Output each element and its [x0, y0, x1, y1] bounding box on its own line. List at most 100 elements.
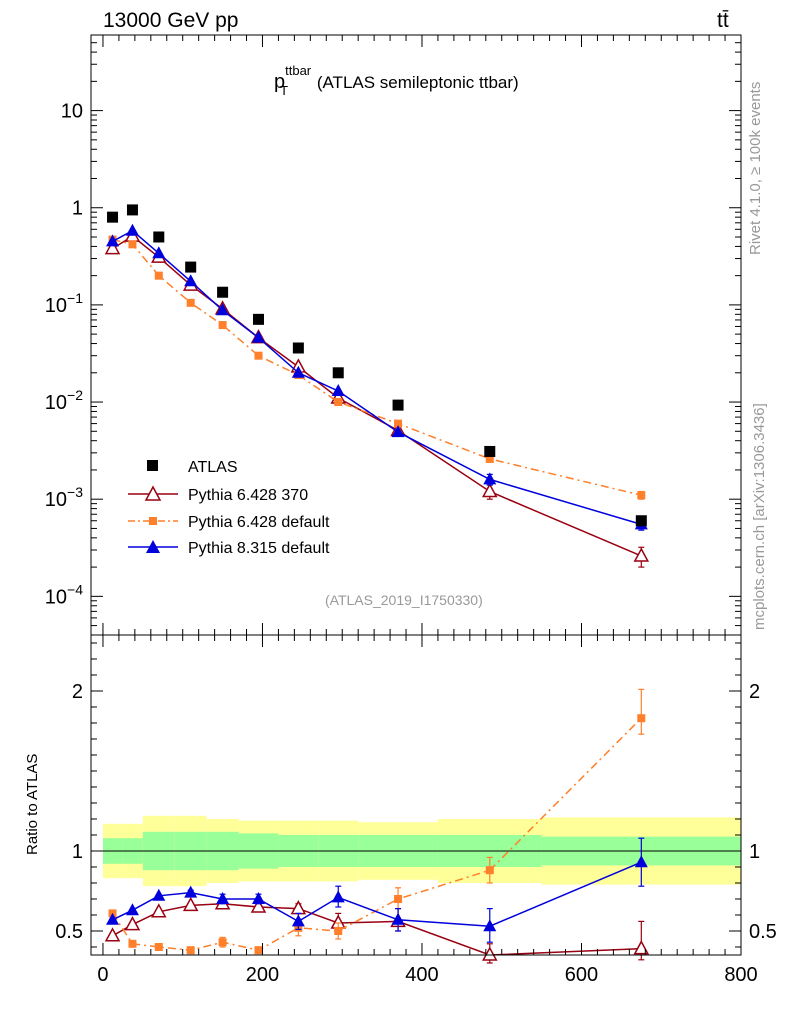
ratio-axis-ticks: 0 200 400 600 800 0.5 0.5 1 1 2 2: [55, 635, 777, 986]
ratio-panel-frame: [90, 634, 742, 956]
ratio-xtick-label: 0: [97, 964, 108, 986]
main-point-data: [292, 342, 304, 354]
main-point-data: [635, 515, 647, 527]
ratio-xtick-label: 600: [565, 964, 598, 986]
legend-item-py6-default: Pythia 6.428 default: [128, 514, 330, 531]
main-series-data: [107, 204, 647, 527]
title-sub: T: [280, 83, 288, 98]
main-point-py6_default: [485, 454, 494, 463]
legend-marker-py8-default: [146, 540, 160, 553]
main-point-py8_default: [251, 330, 265, 343]
main-point-py6_default: [186, 298, 195, 307]
main-ytick-label-base: 10: [45, 586, 67, 608]
main-ytick-label-base: 10: [45, 295, 67, 317]
ratio-xtick-label: 200: [246, 964, 279, 986]
main-ytick-label: 1: [72, 198, 83, 220]
main-point-data: [252, 313, 264, 325]
main-ytick-label-exponent: −1: [67, 290, 83, 306]
main-point-py8_default: [125, 223, 139, 236]
legend: ATLAS Pythia 6.428 370 Pythia 6.428 defa…: [128, 459, 330, 557]
ratio-ytick-label-left: 2: [72, 681, 83, 703]
ratio-xtick-label: 400: [405, 964, 438, 986]
ratio-point-py6_default: [154, 943, 163, 951]
ratio-point-py6_370: [124, 916, 141, 931]
main-point-data: [107, 211, 119, 223]
legend-marker-atlas: [147, 460, 158, 471]
main-point-py6_default: [154, 271, 163, 280]
ratio-point-py6_default: [485, 866, 494, 875]
ratio-ytick-label-left: 0.5: [55, 921, 83, 943]
legend-label-py6-default: Pythia 6.428 default: [188, 514, 330, 531]
ratio-point-py6_370: [482, 946, 498, 961]
legend-label-atlas: ATLAS: [188, 459, 238, 476]
main-ytick-label: 10−4: [45, 581, 83, 608]
ratio-ytick-label-left: 1: [72, 841, 83, 863]
legend-label-py8-default: Pythia 8.315 default: [188, 540, 330, 557]
ratio-point-py6_default: [186, 946, 195, 955]
main-point-py8_default: [483, 472, 497, 485]
legend-item-py8-default: Pythia 8.315 default: [128, 540, 330, 557]
header-process-label: tt̄: [717, 9, 729, 32]
main-point-data: [332, 367, 344, 379]
ratio-point-py6_370: [182, 896, 199, 912]
ratio-series-py8_default: [106, 837, 648, 943]
ratio-point-py8_default: [184, 885, 198, 898]
ratio-point-py8_default: [291, 914, 305, 927]
main-point-py6_370: [482, 482, 498, 498]
main-point-data: [217, 286, 229, 298]
ratio-point-py6_default: [394, 895, 403, 903]
ratio-series-layer: [104, 688, 650, 964]
main-point-py8_default: [216, 303, 230, 316]
main-ytick-label-base: 10: [45, 392, 67, 414]
legend-marker-py6-default: [149, 517, 157, 525]
main-series-layer: [104, 204, 650, 568]
rivet-version-label: Rivet 4.1.0, ≥ 100k events: [747, 82, 764, 255]
legend-item-atlas: ATLAS: [147, 459, 238, 476]
legend-marker-py6-370: [144, 485, 162, 501]
analysis-reference-label: (ATLAS_2019_I1750330): [325, 592, 483, 608]
main-ytick-label-exponent: −4: [67, 581, 83, 597]
main-ytick-label-exponent: −3: [67, 484, 83, 500]
main-point-py8_default: [106, 234, 120, 247]
main-point-py6_370: [633, 547, 650, 562]
main-point-py8_default: [152, 246, 166, 259]
ratio-point-py6_default: [254, 946, 263, 955]
ratio-point-py8_default: [634, 855, 648, 868]
legend-label-py6-370: Pythia 6.428 370: [188, 487, 308, 504]
main-point-py6_default: [334, 398, 343, 407]
ratio-xtick-label: 800: [724, 964, 757, 986]
main-point-py8_default: [391, 425, 405, 438]
main-ytick-label-base: 10: [45, 489, 67, 511]
main-point-data: [484, 445, 496, 457]
main-ytick-label: 10: [61, 101, 83, 123]
ratio-ytick-label-right: 0.5: [749, 921, 777, 943]
ratio-point-py6_default: [334, 927, 343, 935]
main-point-data: [126, 204, 138, 216]
main-point-py8_default: [184, 274, 198, 287]
ratio-point-py6_default: [218, 938, 227, 947]
ratio-panel: 0 200 400 600 800 0.5 0.5 1 1 2 2 Ratio to ATLAS: [24, 634, 777, 986]
main-point-data: [392, 399, 404, 411]
mcplots-source-label: mcplots.cern.ch [arXiv:1306.3436]: [751, 403, 768, 630]
main-point-py6_default: [218, 321, 227, 330]
ratio-point-py8_default: [216, 892, 230, 904]
main-ytick-label: 10−2: [45, 387, 83, 414]
ratio-point-py6_default: [128, 939, 137, 948]
main-point-py6_default: [128, 240, 137, 249]
ratio-point-py6_370: [290, 900, 307, 915]
main-line-py8_default: [112, 229, 642, 526]
ratio-point-py6_370: [250, 898, 267, 913]
main-point-data: [153, 231, 165, 243]
title-sup: ttbar: [285, 63, 312, 78]
title-rest: (ATLAS semileptonic ttbar): [312, 73, 519, 92]
ratio-point-py8_default: [391, 912, 405, 925]
ratio-point-py6_370: [104, 927, 121, 942]
title-p: p: [274, 71, 285, 93]
main-point-py6_default: [637, 491, 646, 500]
main-point-py8_default: [331, 383, 345, 396]
ratio-point-py8_default: [251, 892, 265, 904]
ratio-ytick-label-right: 2: [749, 681, 760, 703]
